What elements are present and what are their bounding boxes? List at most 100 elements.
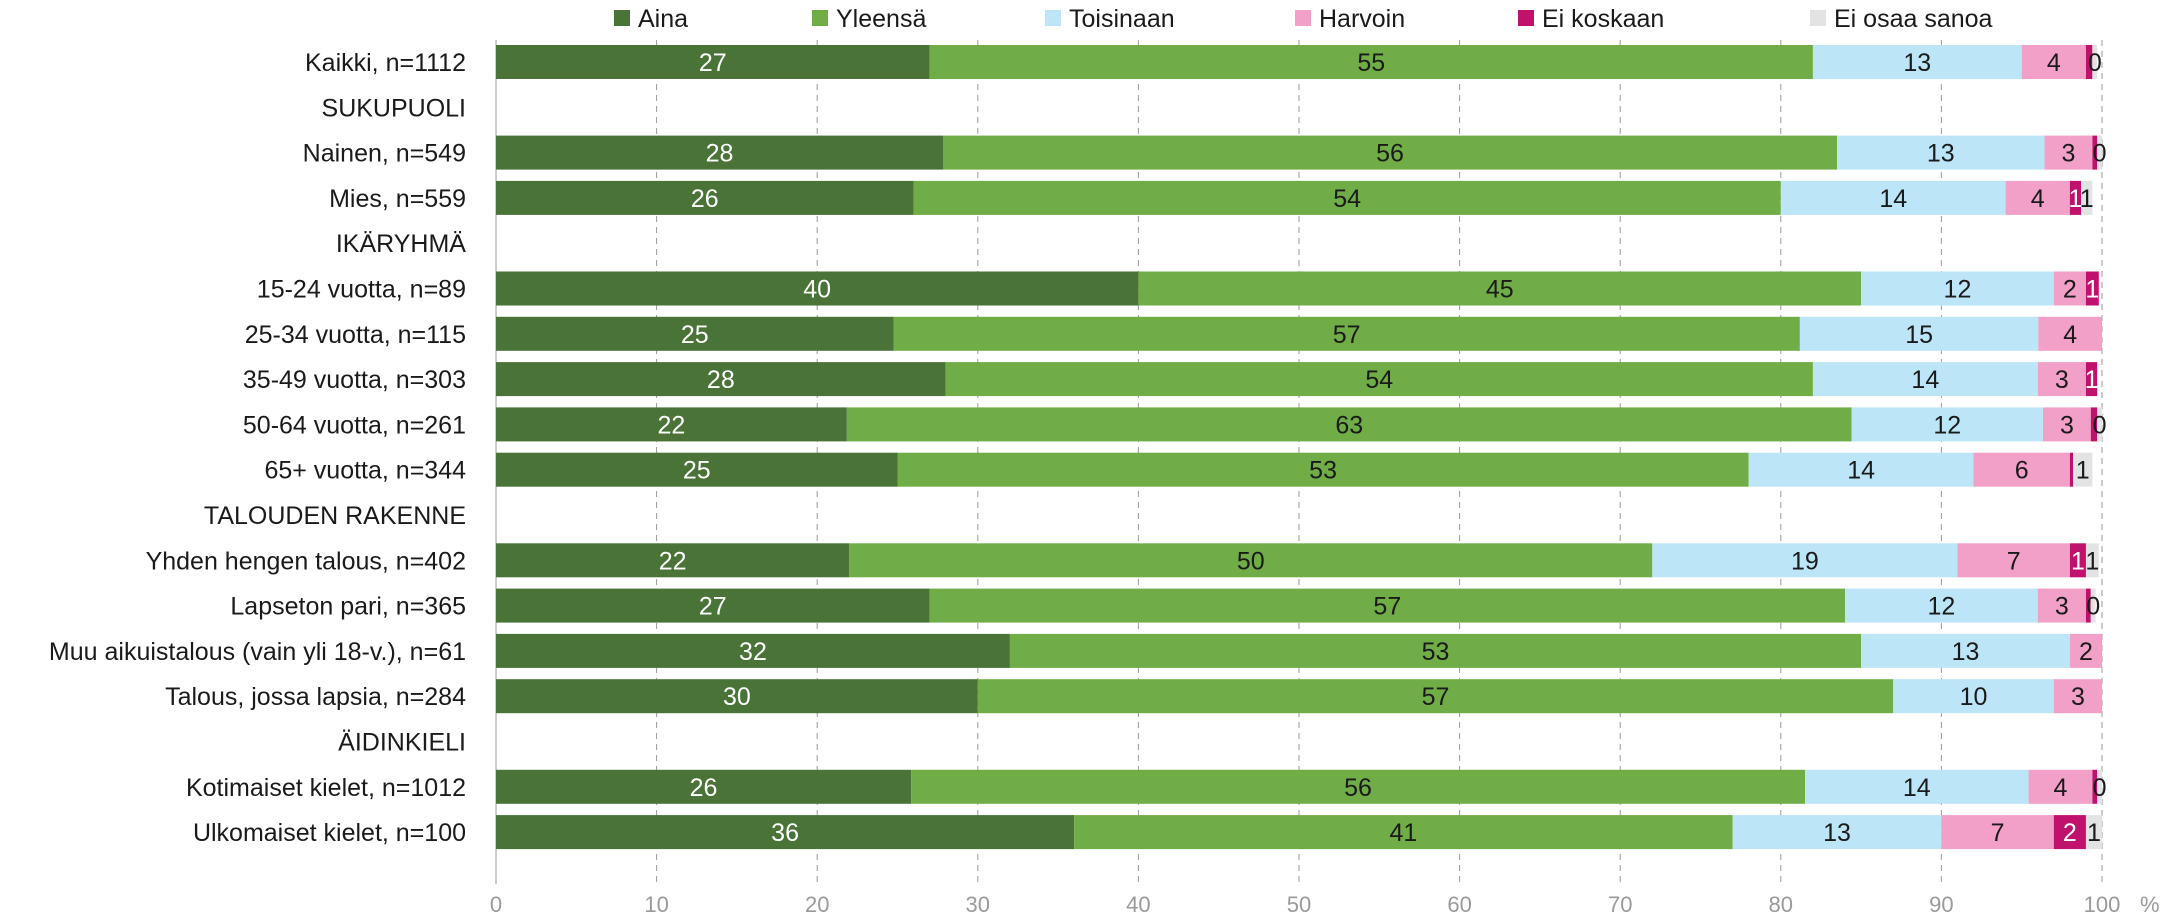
data-label: 30: [723, 683, 751, 711]
data-label: 1: [2085, 276, 2099, 304]
bar-segment-ei-koskaan: [2085, 362, 2098, 397]
data-label: 0: [2088, 49, 2102, 77]
bar-segment-harvoin: [2021, 45, 2086, 79]
data-label: 12: [1927, 593, 1955, 621]
x-tick-label: 60: [1447, 892, 1471, 917]
bar-segment-yleensä: [911, 769, 1806, 804]
data-label: 57: [1373, 593, 1401, 621]
data-label: 53: [1309, 457, 1337, 485]
bar-segment-yleensä: [913, 180, 1781, 215]
bar-segment-ei-koskaan: [2092, 769, 2098, 804]
legend-swatch: [1810, 10, 1826, 26]
data-label: 3: [2055, 593, 2069, 621]
data-label: 54: [1333, 185, 1361, 213]
bar-segment-aina: [496, 362, 946, 397]
data-label: 27: [699, 49, 727, 77]
bar-segment-aina: [496, 135, 943, 170]
bar-segment-aina: [496, 633, 1010, 668]
bar-segment-toisinaan: [1732, 815, 1942, 850]
x-axis-ticks: 0 10 20 30 40 50 60 70 80 90 100: [490, 892, 2120, 917]
category-label: Lapseton pari, n=365: [230, 593, 466, 621]
data-label: 25: [683, 457, 711, 485]
data-label: 13: [1952, 638, 1980, 666]
bar-segment-aina: [496, 452, 898, 487]
data-label: 3: [2060, 411, 2074, 439]
data-label: 1: [2085, 366, 2099, 394]
data-label: 56: [1376, 140, 1404, 168]
bar-segment-toisinaan: [1780, 180, 2006, 215]
legend: Aina Yleensä Toisinaan Harvoin Ei koskaan Ei …: [614, 5, 1993, 33]
data-label: 13: [1927, 140, 1955, 168]
data-label: 7: [1991, 819, 2005, 847]
data-label: 0: [2086, 593, 2100, 621]
data-label: 14: [1879, 185, 1907, 213]
category-label: ÄIDINKIELI: [338, 729, 466, 757]
bar-segment-toisinaan: [1893, 679, 2054, 714]
data-label: 25: [681, 321, 709, 349]
bar-segment-toisinaan: [1861, 633, 2070, 668]
data-label: 4: [2031, 185, 2045, 213]
bar-segment-yleensä: [846, 407, 1852, 442]
category-label: SUKUPUOLI: [322, 94, 466, 122]
data-label: 2: [2079, 638, 2093, 666]
category-label: Ulkomaiset kielet, n=100: [193, 819, 466, 847]
data-label: 28: [707, 366, 735, 394]
data-label: 50: [1237, 547, 1265, 575]
data-label: 3: [2062, 140, 2076, 168]
data-label: 4: [2054, 774, 2068, 802]
data-label: 54: [1365, 366, 1393, 394]
bar-segment-ei-koskaan: [2053, 815, 2086, 850]
category-label: Talous, jossa lapsia, n=284: [165, 683, 466, 711]
legend-swatch: [1045, 10, 1061, 26]
bar-segment-ei-osaa-sanoa: [2085, 815, 2102, 850]
bar-segment-ei-osaa-sanoa: [2097, 135, 2102, 170]
legend-label: Ei koskaan: [1542, 5, 1664, 33]
data-label: 32: [739, 638, 767, 666]
bar-segment-ei-osaa-sanoa: [2097, 407, 2102, 442]
data-label: 22: [659, 547, 687, 575]
bar-segment-aina: [496, 769, 912, 804]
bar-segment-toisinaan: [1799, 316, 2039, 351]
data-label: 4: [2063, 321, 2077, 349]
data-label: 36: [771, 819, 799, 847]
bar-segment-harvoin: [2042, 407, 2091, 442]
category-label: Nainen, n=549: [303, 140, 466, 168]
bar-segment-harvoin: [2069, 633, 2102, 668]
data-label: 0: [2093, 774, 2107, 802]
bar-segment-yleensä: [897, 452, 1749, 487]
data-label: 4: [2047, 49, 2061, 77]
data-label: 3: [2055, 366, 2069, 394]
data-label: 13: [1823, 819, 1851, 847]
data-label: 1: [2069, 185, 2083, 213]
category-label: IKÄRYHMÄ: [336, 230, 466, 258]
data-label: 28: [706, 140, 734, 168]
bar-segment-harvoin: [2028, 769, 2093, 804]
data-label: 3: [2071, 683, 2085, 711]
category-label: Kaikki, n=1112: [305, 49, 466, 77]
data-label: 0: [2093, 140, 2107, 168]
data-label: 26: [691, 185, 719, 213]
data-label: 12: [1933, 411, 1961, 439]
bar-segment-harvoin: [2044, 135, 2093, 170]
bar-segment-yleensä: [929, 588, 1846, 623]
bar-segment-ei-koskaan: [2092, 135, 2098, 170]
bar-segment-ei-koskaan: [2085, 271, 2099, 306]
category-labels: Kaikki, n=1112 SUKUPUOLI Nainen, n=549 Mies…: [49, 49, 466, 847]
bar-segment-aina: [496, 316, 894, 351]
bar-segment-ei-osaa-sanoa: [2090, 588, 2096, 623]
data-label: 14: [1847, 457, 1875, 485]
data-label: 41: [1389, 819, 1417, 847]
bar-segment-harvoin: [1973, 452, 2070, 487]
bar-segment-yleensä: [1074, 815, 1733, 850]
data-label: 1: [2080, 185, 2094, 213]
category-label: 25-34 vuotta, n=115: [245, 321, 466, 349]
data-label: 15: [1905, 321, 1933, 349]
category-label: Mies, n=559: [329, 185, 466, 213]
category-label: TALOUDEN RAKENNE: [204, 502, 466, 530]
data-label: 7: [2007, 547, 2021, 575]
bar-segment-yleensä: [1009, 633, 1862, 668]
data-label: 26: [690, 774, 718, 802]
bar-segment-yleensä: [942, 135, 1837, 170]
data-label: 22: [658, 411, 686, 439]
